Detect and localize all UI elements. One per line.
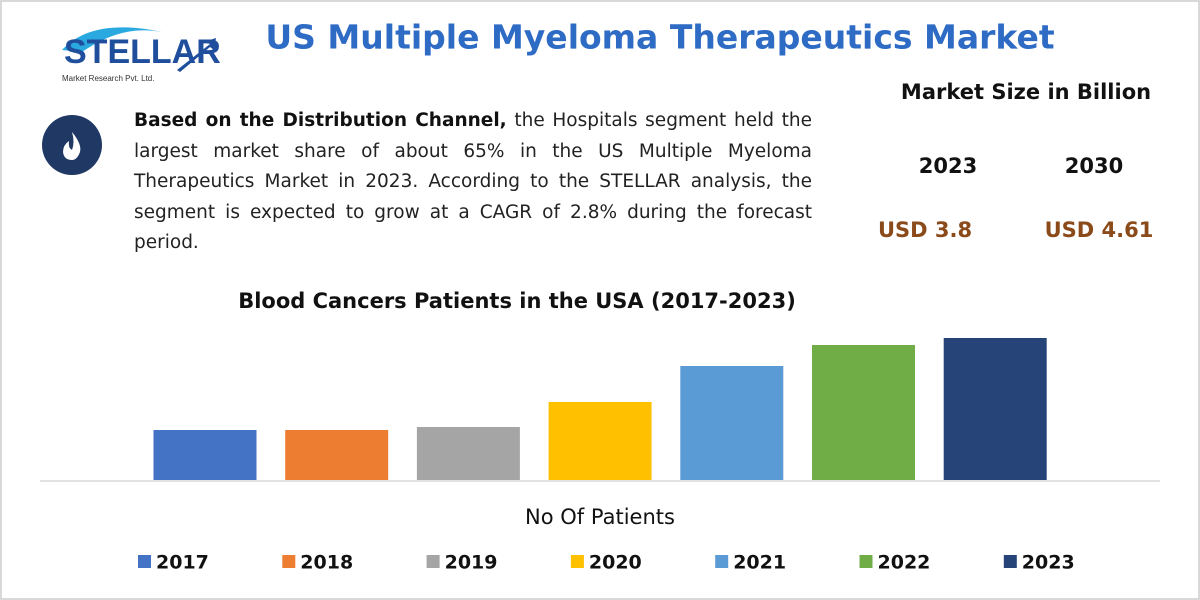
bar <box>153 430 257 480</box>
icon <box>42 115 102 175</box>
legend-swatch <box>1003 555 1017 568</box>
legend-label: 2021 <box>733 552 786 574</box>
market-size-title: Market Size in Billion <box>901 80 1151 104</box>
market-value: USD 4.61 <box>1045 218 1154 242</box>
bar <box>416 427 520 480</box>
bar <box>680 366 784 480</box>
logo-swoosh <box>62 27 162 52</box>
bar <box>285 430 389 480</box>
legend-label: 2023 <box>1022 552 1075 574</box>
bar <box>943 338 1047 480</box>
logo-tagline: Market Research Pvt. Ltd. <box>62 74 154 83</box>
legend-label: 2017 <box>156 552 209 574</box>
page-title: US Multiple Myeloma Therapeutics Market <box>265 18 1054 57</box>
logo-name: STELLAR <box>64 33 221 71</box>
bar <box>812 345 915 480</box>
year: 2030 <box>1065 154 1123 178</box>
description-text: the Hospitals segment held the largest m… <box>134 110 812 253</box>
chart-title: Blood Cancers Patients in the USA (2017-… <box>238 289 796 313</box>
year: 2023 <box>919 154 977 178</box>
bar <box>548 402 652 480</box>
legend-swatch <box>570 555 584 568</box>
logo-arrow <box>177 38 216 72</box>
legend-swatch <box>715 555 729 568</box>
flame-icon <box>63 132 81 160</box>
legend-swatch <box>138 555 151 568</box>
legend-label: 2019 <box>445 552 498 574</box>
description: Based on the Distribution Channel, the H… <box>134 106 812 259</box>
legend-label: 2018 <box>300 552 353 574</box>
market-value: USD 3.8 <box>878 218 972 242</box>
x-axis-label: No Of Patients <box>525 505 675 529</box>
description-lead: Based on the Distribution Channel, <box>134 110 507 131</box>
legend-label: 2020 <box>589 552 642 574</box>
legend-swatch <box>859 555 873 568</box>
legend-swatch <box>426 555 440 568</box>
legend-swatch <box>282 555 296 568</box>
legend-label: 2022 <box>878 552 931 574</box>
